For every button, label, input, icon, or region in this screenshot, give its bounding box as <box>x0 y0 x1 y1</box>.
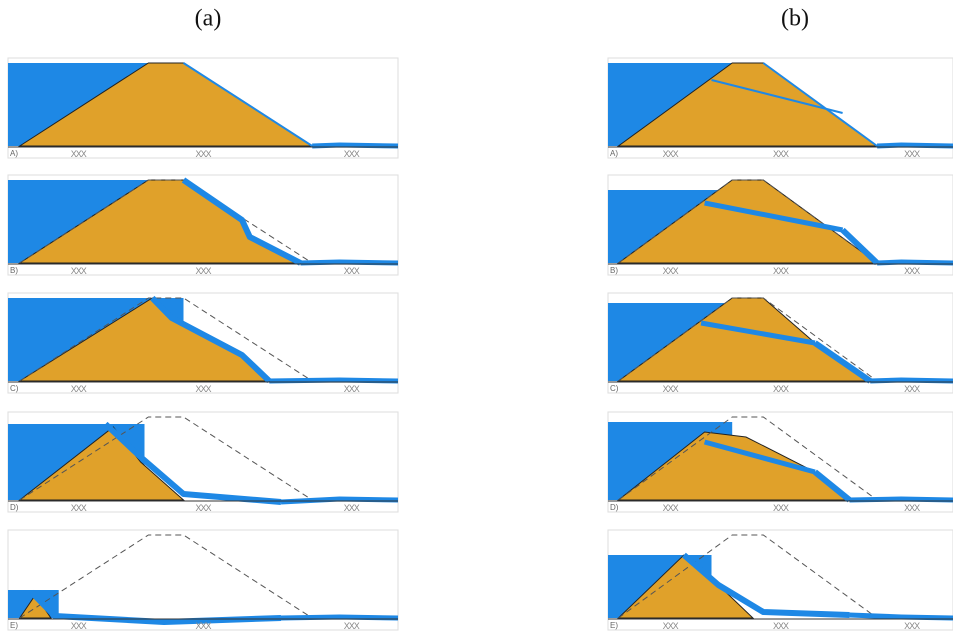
panel-label: C) <box>610 384 619 393</box>
foundation-mark: XXX <box>904 503 920 513</box>
foundation-mark: XXX <box>773 266 789 276</box>
column-heading: (a) <box>195 6 222 32</box>
foundation-mark: XXX <box>904 266 920 276</box>
foundation-mark: XXX <box>904 384 920 394</box>
tailwater <box>876 142 953 149</box>
foundation-mark: XXX <box>904 149 920 159</box>
tailwater <box>300 259 399 266</box>
panel: B) XXX XXX XXX <box>7 174 399 276</box>
seepage-pipe <box>700 320 816 346</box>
panel-label: A) <box>10 149 18 158</box>
foundation-mark: XXX <box>663 384 679 394</box>
original-profile <box>19 297 313 382</box>
original-profile <box>19 534 313 619</box>
tailwater <box>849 496 953 503</box>
panel: E) XXX XXX XXX <box>7 529 399 631</box>
original-profile <box>618 416 878 501</box>
foundation-mark: XXX <box>773 384 789 394</box>
tailwater <box>312 142 399 149</box>
foundation-mark: XXX <box>195 149 211 159</box>
panel-label: E) <box>10 621 18 630</box>
original-profile <box>618 534 878 619</box>
foundation-mark: XXX <box>663 621 679 631</box>
panel-label: A) <box>610 149 618 158</box>
foundation-mark: XXX <box>344 621 360 631</box>
foundation-mark: XXX <box>773 503 789 513</box>
foundation-mark: XXX <box>663 503 679 513</box>
foundation-mark: XXX <box>195 384 211 394</box>
panel-label: B) <box>610 266 618 275</box>
original-profile <box>19 416 313 501</box>
original-profile <box>618 179 878 264</box>
foundation-mark: XXX <box>195 503 211 513</box>
outflow <box>840 227 880 266</box>
foundation-mark: XXX <box>344 149 360 159</box>
panel: E) XXX XXX XXX <box>607 529 953 631</box>
panel-label: D) <box>610 503 619 512</box>
outflow <box>103 421 282 505</box>
dam-body <box>616 431 851 501</box>
panel: D) XXX XXX XXX <box>7 411 399 513</box>
tailwater <box>849 612 953 621</box>
foundation-mark: XXX <box>71 266 87 276</box>
dam-body <box>616 297 872 382</box>
outflow <box>181 177 302 266</box>
original-profile <box>19 179 313 264</box>
foundation-mark: XXX <box>663 266 679 276</box>
tailwater <box>870 377 953 384</box>
seepage-pipe <box>703 439 816 475</box>
outflow <box>762 62 878 147</box>
panel-label: B) <box>10 266 18 275</box>
panel-label: E) <box>610 621 618 630</box>
panel-label: C) <box>10 384 19 393</box>
outflow <box>681 552 850 618</box>
outflow <box>182 62 313 147</box>
outflow <box>813 469 852 503</box>
tailwater <box>269 377 399 384</box>
panel: D) XXX XXX XXX <box>607 411 953 513</box>
foundation-mark: XXX <box>71 621 87 631</box>
tailwater <box>876 259 953 266</box>
dam-body <box>18 426 185 501</box>
panel: C) XXX XXX XXX <box>607 292 953 394</box>
foundation-mark: XXX <box>71 503 87 513</box>
outflow <box>150 295 272 384</box>
seepage-pipe <box>704 200 844 233</box>
original-profile <box>618 297 878 382</box>
panel: A) XXX XXX XXX <box>7 57 399 159</box>
foundation-mark: XXX <box>71 384 87 394</box>
seepage-pipe <box>711 79 843 114</box>
foundation-mark: XXX <box>773 621 789 631</box>
foundation-mark: XXX <box>344 266 360 276</box>
outflow <box>813 340 872 384</box>
panel: A) XXX XXX XXX <box>607 57 953 159</box>
panel: C) XXX XXX XXX <box>7 292 399 394</box>
foundation-mark: XXX <box>195 621 211 631</box>
panel-label: D) <box>10 503 19 512</box>
panel: B) XXX XXX XXX <box>607 174 953 276</box>
foundation-mark: XXX <box>773 149 789 159</box>
foundation-mark: XXX <box>663 149 679 159</box>
column-heading: (b) <box>781 6 809 32</box>
foundation-mark: XXX <box>904 621 920 631</box>
foundation-mark: XXX <box>195 266 211 276</box>
panel-frame <box>7 529 399 631</box>
foundation-mark: XXX <box>344 503 360 513</box>
foundation-mark: XXX <box>344 384 360 394</box>
foundation-mark: XXX <box>71 149 87 159</box>
tailwater <box>280 614 399 621</box>
